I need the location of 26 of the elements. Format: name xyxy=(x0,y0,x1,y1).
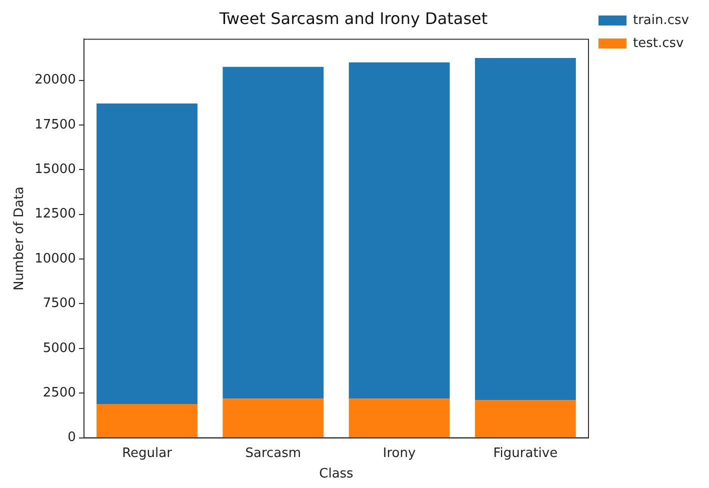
x-axis-title: Class xyxy=(319,466,354,482)
bar xyxy=(222,398,324,438)
y-tick-label: 2500 xyxy=(42,385,76,400)
chart-title: Tweet Sarcasm and Irony Dataset xyxy=(218,8,488,28)
bar xyxy=(222,66,324,399)
x-tick-label: Irony xyxy=(382,446,416,461)
y-tick-label: 12500 xyxy=(34,206,76,222)
legend-label: train.csv xyxy=(632,12,690,28)
y-axis-title: Number of Data xyxy=(12,186,28,291)
legend-label: test.csv xyxy=(632,36,684,51)
bar xyxy=(348,398,450,438)
y-tick-label: 10000 xyxy=(34,251,76,266)
bar xyxy=(474,400,576,438)
x-tick-label: Regular xyxy=(122,446,173,461)
bar xyxy=(348,62,450,399)
y-tick-label: 20000 xyxy=(34,72,76,88)
x-tick-label: Sarcasm xyxy=(245,446,302,461)
y-tick-label: 17500 xyxy=(34,117,76,132)
bar xyxy=(96,404,198,438)
y-tick-label: 0 xyxy=(68,430,76,446)
bar xyxy=(96,104,198,404)
y-tick-label: 15000 xyxy=(34,162,76,178)
y-tick-label: 7500 xyxy=(42,296,76,312)
y-tick-label: 5000 xyxy=(42,340,76,356)
x-tick-label: Figurative xyxy=(493,446,558,461)
bar xyxy=(474,58,576,400)
